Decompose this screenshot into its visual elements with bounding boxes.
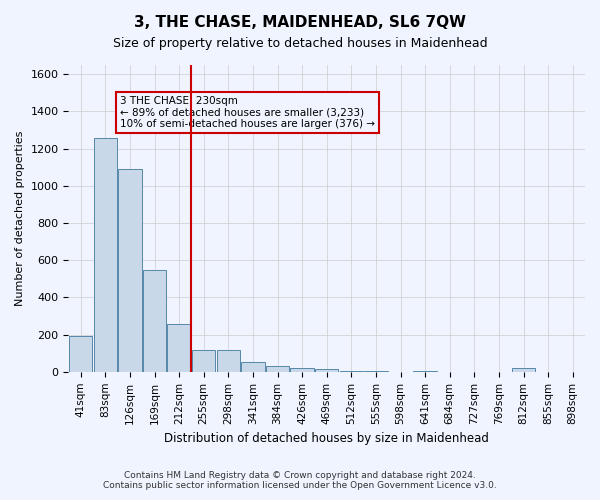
Bar [315,369,338,372]
Text: 3 THE CHASE: 230sqm
← 89% of detached houses are smaller (3,233)
10% of semi-det: 3 THE CHASE: 230sqm ← 89% of detached ho… [120,96,375,129]
Bar [266,366,289,372]
Bar [118,169,142,372]
Bar [290,368,314,372]
X-axis label: Distribution of detached houses by size in Maidenhead: Distribution of detached houses by size … [164,432,489,445]
Bar [192,350,215,372]
Text: Size of property relative to detached houses in Maidenhead: Size of property relative to detached ho… [113,38,487,51]
Bar [69,336,92,372]
Bar [217,350,240,372]
Bar [340,371,363,372]
Y-axis label: Number of detached properties: Number of detached properties [15,130,25,306]
Bar [512,368,535,372]
Bar [364,371,388,372]
Bar [143,270,166,372]
Text: 3, THE CHASE, MAIDENHEAD, SL6 7QW: 3, THE CHASE, MAIDENHEAD, SL6 7QW [134,15,466,30]
Bar [94,138,117,372]
Bar [413,371,437,372]
Bar [241,362,265,372]
Text: Contains HM Land Registry data © Crown copyright and database right 2024.
Contai: Contains HM Land Registry data © Crown c… [103,470,497,490]
Bar [167,324,191,372]
